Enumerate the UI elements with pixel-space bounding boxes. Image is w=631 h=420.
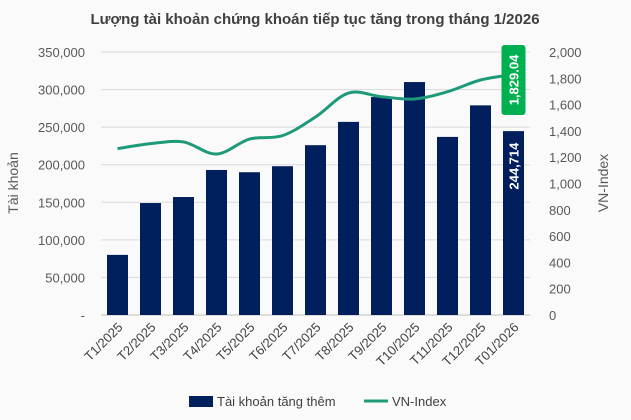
line-label-text: 1,829.04 [507, 54, 522, 105]
bar-T3/2025 [173, 197, 194, 315]
y-tick-left: 100,000 [38, 233, 85, 248]
y-tick-right: 200 [549, 282, 571, 297]
y-tick-right: 1,000 [549, 177, 582, 192]
legend-label-bar: Tài khoản tăng thêm [217, 394, 336, 409]
y-tick-right: 800 [549, 203, 571, 218]
y-tick-right: 400 [549, 255, 571, 270]
y-tick-right: 2,000 [549, 45, 582, 60]
bar-T8/2025 [338, 121, 359, 315]
bar-T6/2025 [272, 166, 293, 315]
y-axis-left-label: Tài khoản [5, 152, 21, 213]
y-tick-right: 1,200 [549, 150, 582, 165]
vn-index-line [117, 73, 514, 156]
line-data-label: 1,829.04 [501, 45, 526, 115]
line-label-box [501, 45, 526, 115]
y-tick-right: 1,800 [549, 71, 582, 86]
y-tick-left: - [81, 308, 85, 323]
chart-title: Lượng tài khoản chứng khoán tiếp tục tăn… [90, 11, 539, 28]
y-tick-right: 0 [549, 308, 556, 323]
bar-T01/2026 [503, 131, 524, 315]
bar-T10/2025 [404, 82, 425, 315]
y-tick-right: 1,600 [549, 98, 582, 113]
bar-T7/2025 [305, 145, 326, 315]
y-tick-left: 200,000 [38, 158, 85, 173]
bar-T2/2025 [140, 203, 161, 315]
y-tick-right: 600 [549, 229, 571, 244]
bar-T1/2025 [107, 254, 128, 315]
bar-T4/2025 [206, 169, 227, 315]
bar-T5/2025 [239, 172, 260, 315]
bar-T11/2025 [437, 136, 458, 315]
y-axis-right-label: VN-Index [595, 154, 611, 212]
bar-T9/2025 [371, 97, 392, 315]
y-tick-left: 50,000 [45, 270, 85, 285]
legend: Tài khoản tăng thêm VN-Index [189, 394, 447, 409]
bar-data-label: 244,714 [507, 142, 522, 190]
y-tick-left: 350,000 [38, 45, 85, 60]
y-tick-left: 150,000 [38, 195, 85, 210]
legend-swatch-bar [189, 396, 213, 407]
y-tick-left: 300,000 [38, 83, 85, 98]
legend-label-line: VN-Index [392, 394, 447, 409]
y-tick-right: 1,400 [549, 124, 582, 139]
y-tick-left: 250,000 [38, 120, 85, 135]
bar-T12/2025 [470, 105, 491, 315]
